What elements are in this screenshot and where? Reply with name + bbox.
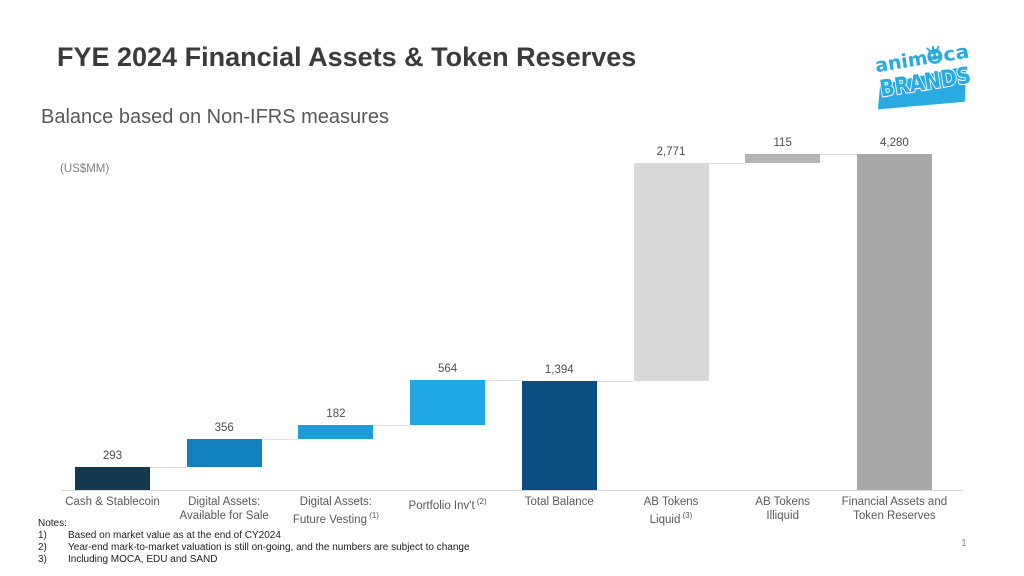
footnote-marker: (1) xyxy=(366,511,379,520)
category-label: Portfolio Inv't (2) xyxy=(408,497,487,512)
note-text: Year-end mark-to-market valuation is sti… xyxy=(68,542,470,553)
category-label: Digital Assets: Future Vesting (1) xyxy=(292,496,379,526)
units-label: (US$MM) xyxy=(60,163,110,175)
waterfall-connector xyxy=(708,163,746,165)
bar xyxy=(186,439,262,467)
note-number: 3) xyxy=(38,554,47,565)
note-item: 2) Year-end mark-to-market valuation is … xyxy=(38,542,678,554)
waterfall-connector xyxy=(150,466,187,468)
logo-word-ca: ca xyxy=(942,41,971,67)
bar xyxy=(298,424,374,440)
bar-value-label: 1,394 xyxy=(544,363,574,376)
footnote-marker: (3) xyxy=(680,511,693,520)
waterfall-connector xyxy=(596,380,634,382)
bar xyxy=(75,466,150,490)
waterfall-connector xyxy=(261,439,299,441)
waterfall-connector xyxy=(485,380,522,382)
notes-heading: Notes: xyxy=(38,518,67,529)
page-title: FYE 2024 Financial Assets & Token Reserv… xyxy=(57,42,637,72)
category-label: Total Balance xyxy=(524,496,594,508)
waterfall-connector xyxy=(820,154,857,155)
note-item: 3) Including MOCA, EDU and SAND xyxy=(38,554,678,566)
note-number: 2) xyxy=(38,542,47,553)
category-label: Cash & Stablecoin xyxy=(65,496,160,508)
category-label: AB Tokens Liquid (3) xyxy=(643,496,699,526)
bar-value-label: 2,771 xyxy=(656,146,686,159)
bar-value-label: 293 xyxy=(102,449,123,462)
x-axis-line xyxy=(62,490,963,491)
animoca-brands-logo: BRANDS anim ca xyxy=(873,41,974,110)
notes-block: Notes: 1) Based on market value as at th… xyxy=(38,518,678,566)
bar-value-label: 4,280 xyxy=(880,137,909,149)
bar xyxy=(521,380,597,490)
logo-creature-icon xyxy=(926,45,943,64)
note-text: Based on market value as at the end of C… xyxy=(68,530,281,541)
bar-value-label: 182 xyxy=(326,407,346,420)
category-label: AB Tokens Illiquid xyxy=(755,496,811,522)
bar xyxy=(745,154,821,164)
bar xyxy=(633,163,709,381)
note-item: 1) Based on market value as at the end o… xyxy=(38,530,678,542)
bar xyxy=(410,380,486,425)
page-number: 1 xyxy=(961,538,967,549)
waterfall-connector xyxy=(373,424,411,426)
category-label: Financial Assets and Token Reserves xyxy=(841,496,948,522)
footnote-marker: (2) xyxy=(474,497,487,506)
bar xyxy=(856,154,932,490)
note-number: 1) xyxy=(38,530,47,541)
category-label: Digital Assets: Available for Sale xyxy=(179,496,269,522)
bar-value-label: 115 xyxy=(773,137,792,149)
note-text: Including MOCA, EDU and SAND xyxy=(68,554,218,565)
page-subtitle: Balance based on Non-IFRS measures xyxy=(41,106,389,128)
bar-value-label: 356 xyxy=(214,422,234,435)
logo-shape xyxy=(877,66,967,110)
bar-value-label: 564 xyxy=(438,363,458,376)
